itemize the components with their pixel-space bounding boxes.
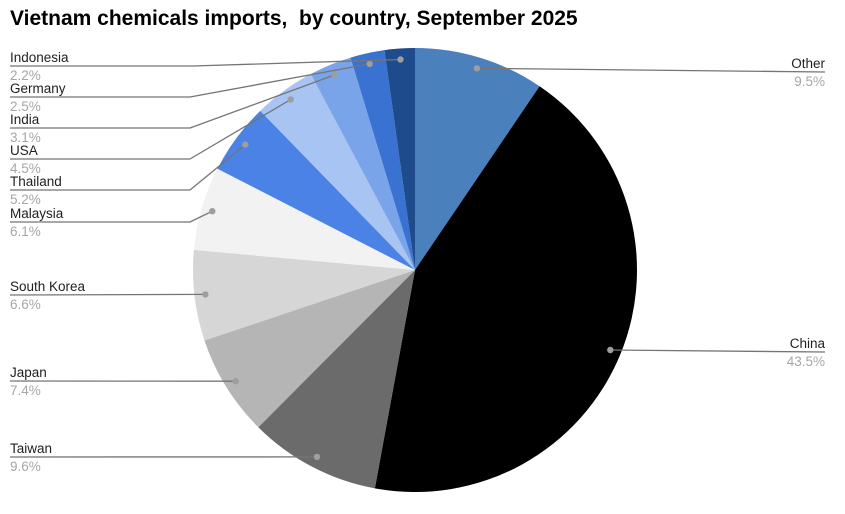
leader-dot	[473, 65, 481, 72]
slice-percent: 9.6%	[10, 459, 41, 474]
slice-label: Indonesia	[10, 50, 69, 65]
pie-slice-other	[415, 48, 540, 270]
slice-label: Thailand	[10, 174, 62, 189]
chart-title: Vietnam chemicals imports, by country, S…	[10, 7, 578, 30]
pie-slice-south-korea	[193, 249, 415, 341]
leader-dot	[331, 71, 338, 79]
slice-percent: 9.5%	[794, 74, 825, 89]
pie-slice-india	[310, 57, 415, 270]
slice-percent: 3.1%	[10, 130, 41, 145]
leader-line-south-korea	[9, 293, 206, 296]
slice-percent: 4.5%	[10, 161, 41, 176]
slice-percent: 2.2%	[10, 68, 41, 83]
pie-slice-indonesia	[384, 48, 415, 270]
slice-label: India	[10, 112, 40, 127]
leader-dot	[242, 141, 249, 148]
leader-dot	[232, 378, 239, 385]
leader-line-china	[610, 349, 826, 353]
leader-dot	[607, 346, 614, 354]
slice-label: Malaysia	[10, 206, 64, 221]
leader-line-germany	[10, 63, 370, 98]
slice-percent: 2.5%	[10, 99, 41, 114]
pie-slice-taiwan	[258, 270, 415, 489]
slice-label: South Korea	[10, 279, 86, 294]
slice-percent: 43.5%	[787, 354, 825, 369]
slice-label: USA	[10, 143, 38, 158]
pie-slice-usa	[260, 74, 415, 270]
leader-dot	[366, 60, 373, 68]
slice-percent: 5.2%	[10, 192, 41, 207]
slice-label: Taiwan	[10, 441, 52, 456]
pie-slices	[193, 48, 637, 493]
leader-dot	[287, 96, 294, 103]
slice-label: Germany	[10, 81, 66, 96]
pie-slice-malaysia	[193, 168, 415, 270]
slice-percent: 6.1%	[10, 224, 41, 239]
pie-slice-germany	[350, 50, 415, 270]
slice-labels: Other 9.5% China 43.5% Taiwan 9.6% Japan 7.4% So…	[10, 50, 826, 474]
leader-line-malaysia	[10, 210, 213, 223]
leader-line-other	[476, 67, 826, 73]
leader-dot	[397, 56, 404, 63]
leader-line-usa	[10, 98, 292, 160]
slice-percent: 6.6%	[10, 297, 41, 312]
slice-percent: 7.4%	[10, 383, 41, 398]
pie-slice-thailand	[217, 110, 415, 270]
leader-line-thailand	[10, 144, 246, 191]
leader-line-india	[10, 74, 335, 129]
leader-lines	[9, 56, 826, 461]
leader-dot	[313, 453, 321, 461]
pie-slice-china	[374, 86, 637, 493]
pie-slice-japan	[204, 270, 415, 428]
leader-dot	[202, 291, 209, 298]
slice-label: Japan	[10, 365, 47, 380]
slice-label: Other	[791, 56, 825, 71]
leader-dot	[209, 208, 216, 215]
slice-label: China	[790, 336, 826, 351]
leader-line-indonesia	[10, 58, 401, 67]
